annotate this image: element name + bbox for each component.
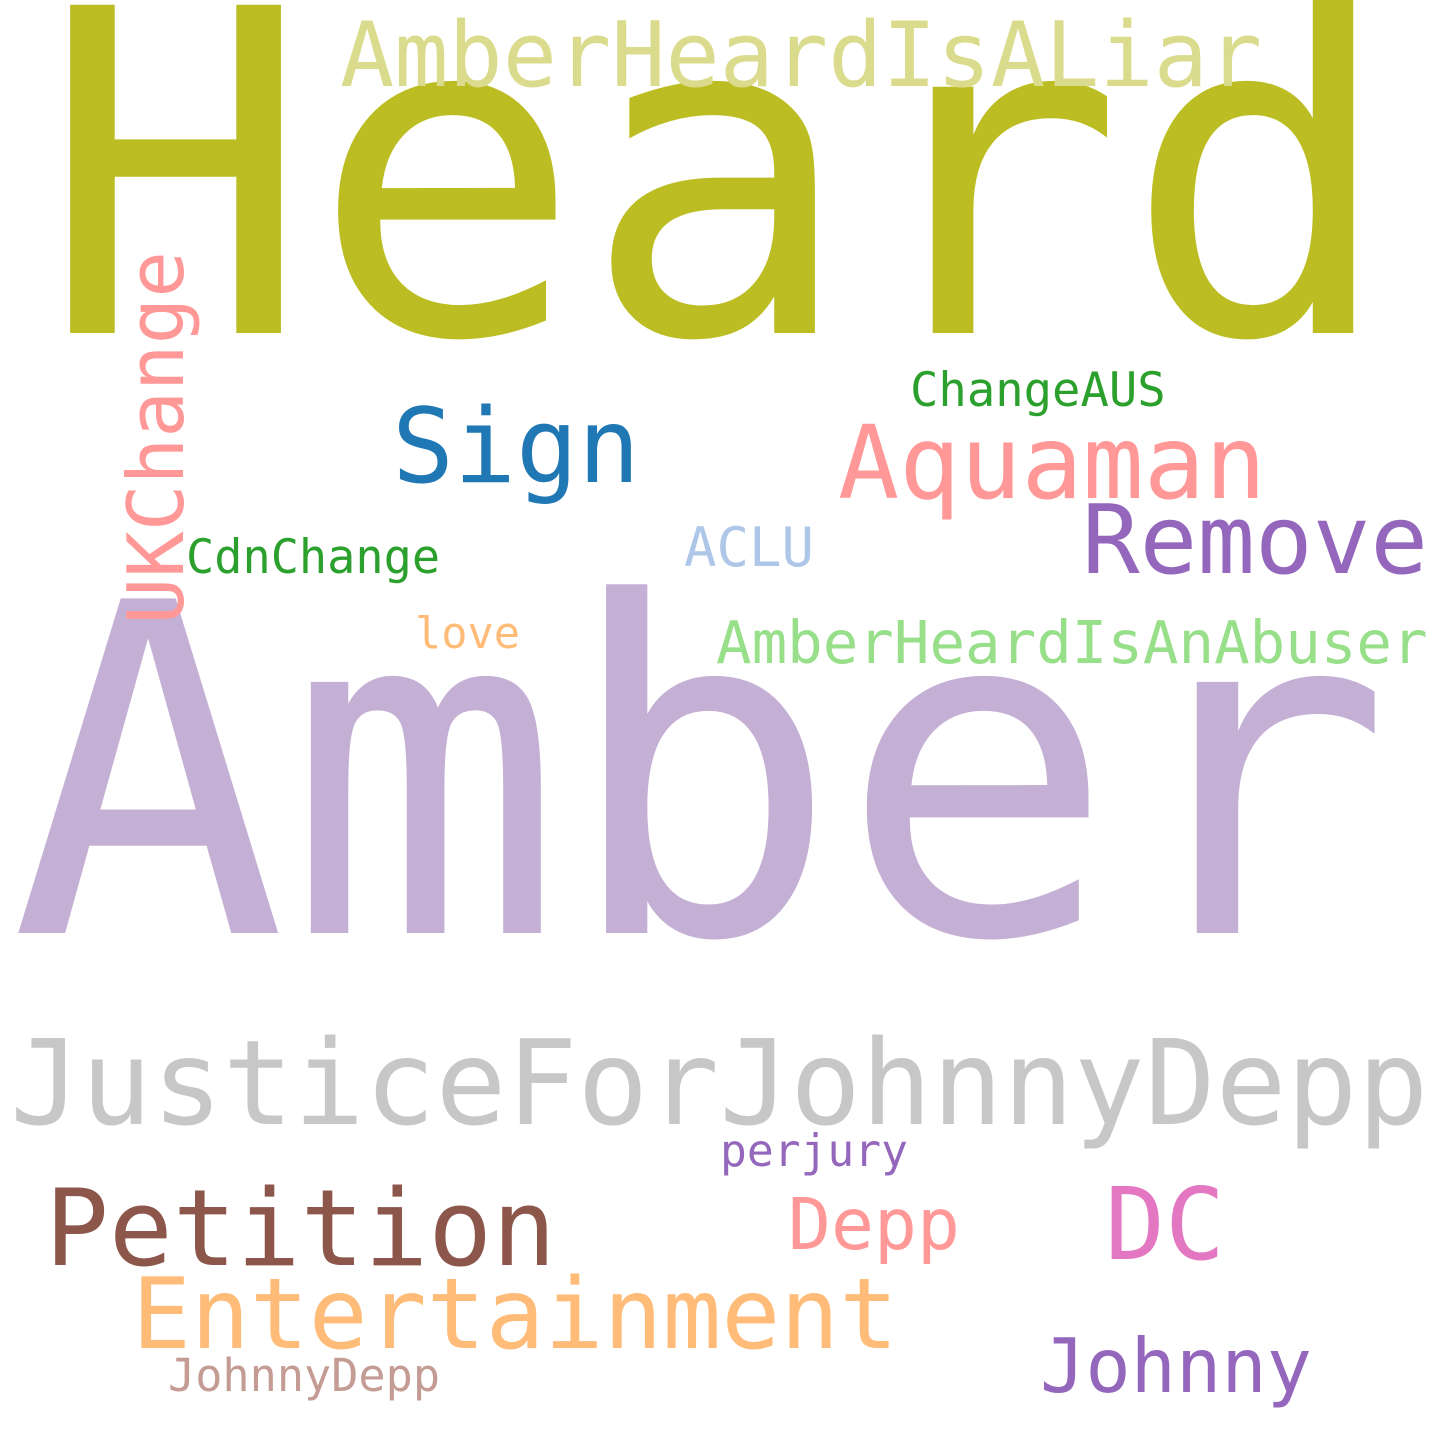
word-sign: Sign [392,386,641,507]
word-changeaus: ChangeAUS [910,363,1166,418]
word-johnny: Johnny [1040,1322,1312,1411]
word-perjury: perjury [720,1124,908,1177]
word-amber: Amber [10,507,1393,1042]
word-entertainment: Entertainment [132,1257,899,1372]
word-petition: Petition [45,1167,556,1291]
word-love: love [415,608,520,659]
word-johnnydepp: JohnnyDepp [168,1349,441,1403]
word-remove: Remove [1082,484,1429,597]
word-cdnchange: CdnChange [186,530,441,586]
word-ukchange: UKChange [111,250,202,625]
word-amberheardisaliar: AmberHeardIsALiar [340,2,1263,108]
word-heard: Heard [40,0,1396,441]
word-dc: DC [1105,1166,1226,1284]
word-aclu: ACLU [684,516,815,580]
word-amberheardisanabuser: AmberHeardIsAnAbuser [716,608,1428,678]
word-depp: Depp [788,1182,960,1266]
word-aquaman: Aquaman [838,404,1267,523]
word-justiceforjohnnydepp: JusticeForJohnnyDepp [10,1015,1429,1153]
